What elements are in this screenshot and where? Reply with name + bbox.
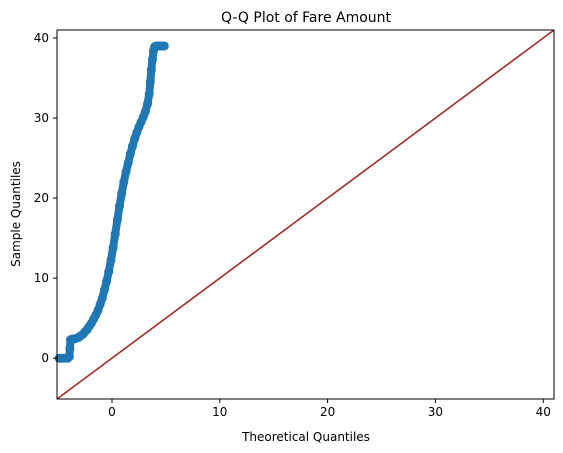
plot-frame — [56, 29, 555, 400]
data-point — [121, 167, 131, 177]
y-tick-label: 10 — [34, 271, 49, 285]
y-axis: 0 10 20 30 40 — [34, 31, 57, 365]
x-axis-title: Theoretical Quantiles — [241, 430, 370, 444]
data-point — [106, 256, 116, 265]
data-point — [125, 149, 135, 159]
data-point — [140, 107, 150, 117]
chart-title: Q-Q Plot of Fare Amount — [221, 10, 392, 26]
x-axis: 0 10 20 30 40 — [108, 399, 551, 419]
data-point — [128, 141, 137, 151]
data-point — [117, 188, 127, 198]
data-point — [102, 276, 112, 286]
data-point — [159, 41, 169, 51]
y-axis-title: Sample Quantiles — [9, 161, 23, 267]
data-point — [65, 344, 75, 354]
x-tick-label: 40 — [536, 405, 551, 419]
data-point — [108, 243, 118, 253]
x-tick-label: 0 — [108, 405, 116, 419]
y-tick-label: 20 — [34, 191, 49, 205]
x-tick-label: 20 — [320, 405, 335, 419]
data-point — [64, 352, 74, 362]
y-tick-label: 40 — [34, 31, 49, 45]
data-point — [146, 65, 156, 75]
data-point — [97, 293, 107, 303]
data-point — [115, 201, 124, 211]
data-point — [99, 285, 109, 295]
data-point — [144, 89, 154, 99]
x-tick-label: 10 — [212, 405, 227, 419]
data-point — [112, 215, 122, 225]
data-point — [119, 177, 129, 187]
data-point — [104, 267, 114, 277]
data-point — [110, 229, 120, 239]
data-point — [143, 99, 153, 109]
data-point — [145, 77, 155, 87]
reference-line — [56, 29, 555, 400]
y-tick-label: 30 — [34, 111, 49, 125]
y-tick-label: 0 — [41, 351, 49, 365]
data-point — [123, 158, 133, 168]
x-tick-label: 30 — [428, 405, 443, 419]
plot-area — [54, 29, 555, 400]
data-point — [147, 55, 157, 65]
